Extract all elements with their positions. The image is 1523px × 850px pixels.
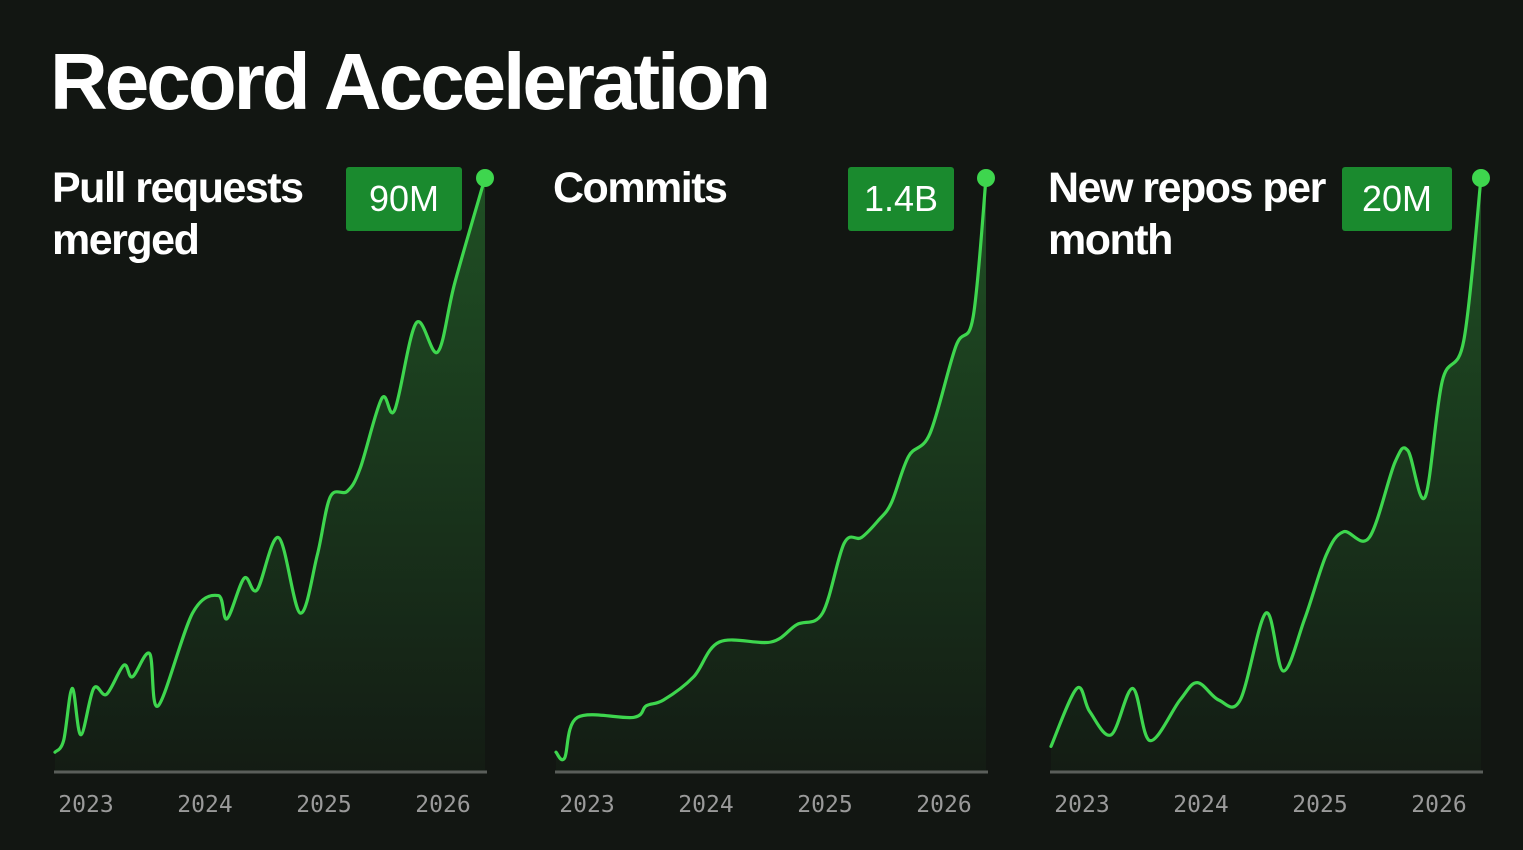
area-fill (1051, 178, 1481, 772)
x-tick-label: 2024 (177, 792, 232, 818)
series-line (1049, 176, 1483, 748)
x-tick-label: 2025 (797, 792, 852, 818)
x-tick-label: 2023 (1054, 792, 1109, 818)
page-title: Record Acceleration (50, 37, 771, 126)
series-line (53, 176, 487, 754)
x-tick-label: 2023 (559, 792, 614, 818)
area-fill (556, 178, 986, 772)
series-line (554, 176, 988, 762)
chart-svg: 2023 2024 2025 2026 (1049, 169, 1490, 818)
end-point-marker (1472, 169, 1490, 187)
callout-badge: 1.4B (848, 167, 954, 231)
x-tick-label: 2023 (58, 792, 113, 818)
area-fill (55, 178, 485, 772)
x-tick-label: 2024 (1173, 792, 1228, 818)
x-tick-label: 2025 (1292, 792, 1347, 818)
end-point-marker (476, 169, 494, 187)
end-point-marker (977, 169, 995, 187)
chart-svg: 2023 2024 2025 2026 (554, 169, 995, 818)
chart-title: New repos per month (1048, 164, 1326, 264)
x-tick-label: 2026 (916, 792, 971, 818)
x-tick-label: 2025 (296, 792, 351, 818)
chart-svg: 2023 2024 2025 2026 (53, 169, 494, 818)
callout-badge: 20M (1342, 167, 1452, 231)
chart-panel-new-repos: 2023 2024 2025 2026 New repos per month 20M (1046, 150, 1506, 840)
x-tick-label: 2026 (415, 792, 470, 818)
x-tick-label: 2024 (678, 792, 733, 818)
chart-panel-commits: 2023 2024 2025 2026 Commits 1.4B (551, 150, 1011, 840)
chart-title: Commits (553, 164, 728, 212)
callout-badge: 90M (346, 167, 462, 231)
chart-panel-pull-requests: 2023 2024 2025 2026 Pull requests merged 90… (50, 150, 510, 840)
x-tick-label: 2026 (1411, 792, 1466, 818)
chart-title: Pull requests merged (52, 164, 304, 264)
